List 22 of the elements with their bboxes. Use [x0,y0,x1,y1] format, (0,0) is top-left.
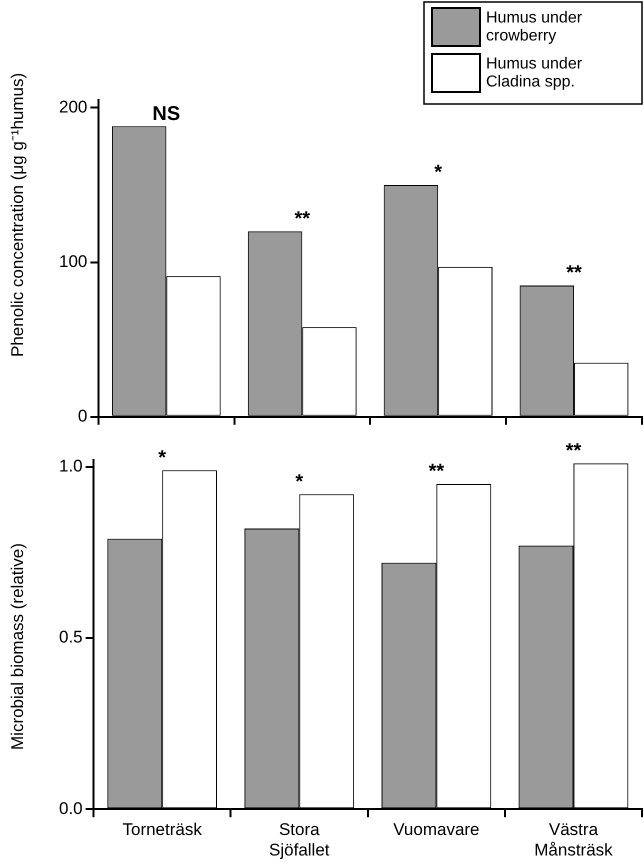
y-tick-label: 200 [58,97,88,116]
x-tick-label: Torneträsk [122,820,202,840]
annotation: * [295,470,304,493]
y-tick-label: 0.0 [58,798,83,818]
annotation: ** [566,262,582,284]
y-tick-label: 0 [78,406,88,426]
y-tick-label: 0.5 [58,628,83,647]
y-tick-label: 1.0 [58,456,83,476]
y-axis-title: Microbial biomass (relative) [8,542,28,752]
x-tick-label: Stora Sjöfallet [269,820,330,860]
annotation: NS [152,102,180,125]
annotation: * [434,162,442,184]
y-axis-title: Phenolic concentration (μg g⁻¹humus) [8,72,28,360]
legend-label: Humus under Cladina spp. [486,55,583,90]
annotation: ** [566,440,582,462]
legend-label: Humus under crowberry [486,9,583,44]
annotation: ** [428,460,444,482]
annotation: * [158,446,166,469]
x-tick-label: Vuomavare [393,820,480,840]
y-tick-label: 100 [58,252,88,271]
x-tick-label: Västra Månsträsk [534,820,614,860]
annotation: ** [294,208,310,230]
